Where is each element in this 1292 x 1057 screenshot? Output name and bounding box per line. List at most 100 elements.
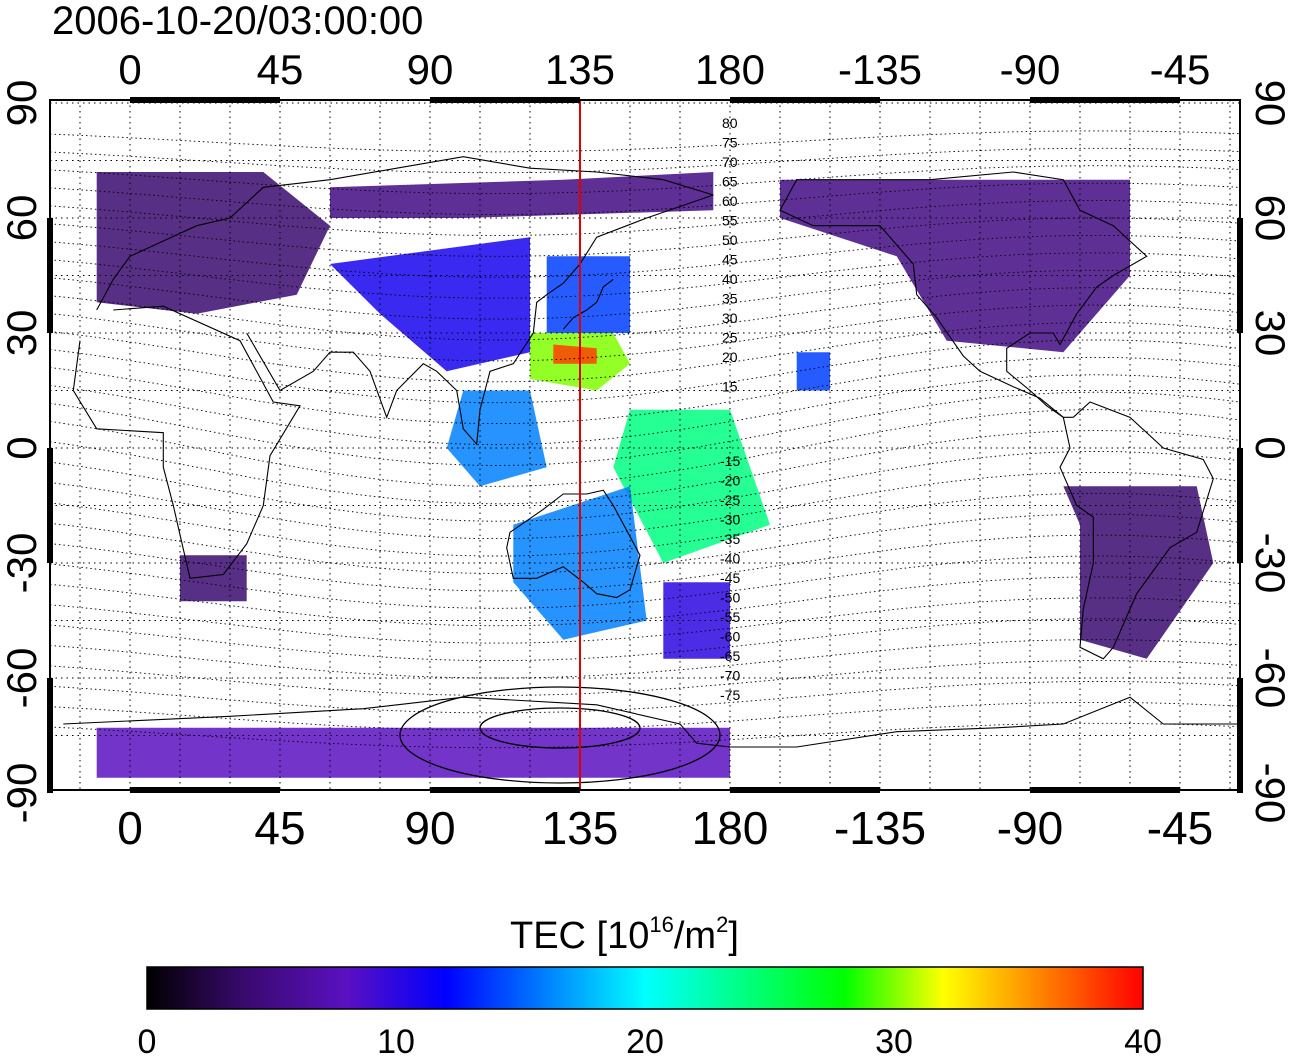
left-latitude-tick-label: -60 [0,648,45,709]
coastline [1059,401,1214,660]
magnetic-latitude-label: 20 [722,349,738,365]
graticule [50,100,1240,790]
colorbar-label: TEC [1016/m2] [510,912,739,957]
coastline [72,305,301,579]
tec-region-north-america [780,179,1130,353]
coastline [779,171,1148,418]
magnetic-latitude-label: 35 [722,291,738,307]
right-latitude-tick-label: 30 [1247,310,1292,357]
magnetic-contour [50,701,1240,731]
magnetic-latitude-label: -45 [720,570,740,586]
colorbar: TEC [1016/m2] 0 10 20 30 40 [138,912,1162,1057]
tec-region-se-asia [446,390,547,487]
bottom-longitude-tick-label: 90 [404,802,455,854]
magnetic-latitude-label: 75 [722,135,738,151]
magnetic-latitude-label: -65 [720,648,740,664]
left-latitude-tick-label: 30 [0,310,45,357]
colorbar-gradient [146,966,1144,1010]
magnetic-contour [50,660,1240,696]
colorbar-tick-label: 0 [138,1023,157,1057]
frame-tick-segment [730,787,880,793]
magnetic-latitude-label: 70 [722,154,738,170]
bottom-longitude-tick-label: 180 [692,802,769,854]
top-longitude-tick-label: 0 [118,46,141,93]
left-latitude-tick-label: -30 [0,533,45,594]
auroral-contour [399,686,721,784]
right-latitude-axis: 90 60 30 0 -30 -60 -90 [1247,80,1292,824]
magnetic-contour [50,182,1240,215]
top-longitude-tick-label: -135 [838,46,922,93]
tec-region-japan-east [546,256,630,333]
magnetic-latitude-label: -35 [720,531,740,547]
left-latitude-tick-label: 90 [0,80,45,127]
bottom-longitude-tick-label: 45 [254,802,305,854]
magnetic-latitude-label: -40 [720,551,740,567]
frame-tick-segment [1237,218,1243,333]
colorbar-tick-label: 30 [875,1023,913,1057]
magnetic-latitude-label: -70 [720,668,740,684]
coastline [96,156,714,311]
bottom-longitude-tick-label: -45 [1147,802,1213,854]
frame-tick-segment [430,787,580,793]
top-longitude-tick-label: -45 [1150,46,1211,93]
colorbar-tick-label: 40 [1124,1023,1162,1057]
magnetic-latitude-label: 50 [722,232,738,248]
magnetic-contour [50,130,1240,153]
top-longitude-tick-label: -90 [1000,46,1061,93]
right-latitude-tick-label: 90 [1247,80,1292,127]
auroral-contour [479,707,641,749]
magnetic-contour [50,234,1240,278]
tec-region-siberia [330,172,714,218]
colorbar-ticks: 0 10 20 30 40 [138,1023,1162,1057]
tec-region-anomaly-core [553,344,597,364]
frame-tick-segment [1030,787,1180,793]
magnetic-latitude-label: -25 [720,492,740,508]
frame-tick-segment [430,97,580,103]
map-frame-ticks [47,97,1243,793]
magnetic-contour [50,322,1240,383]
frame-tick-segment [1237,448,1243,563]
magnetic-latitude-label: 65 [722,174,738,190]
top-longitude-tick-label: 90 [407,46,454,93]
magnetic-contour [50,513,1240,574]
right-latitude-tick-label: -30 [1247,533,1292,594]
magnetic-latitude-labels: 80 75 70 65 60 55 50 45 40 35 30 25 20 15 -15 -20 -25 -30… [720,115,740,703]
figure-title: 2006-10-20/03:00:00 [52,0,423,43]
magnetic-latitude-label: -20 [720,473,740,489]
frame-tick-segment [1030,97,1180,103]
frame-tick-segment [47,448,53,563]
magnetic-latitude-label: -15 [720,453,740,469]
tec-region-antarctic-ring [96,727,730,778]
magnetic-latitude-label: -50 [720,590,740,606]
magnetic-contour [50,597,1240,644]
frame-tick-segment [130,97,280,103]
magnetic-contour [50,217,1240,257]
magnetic-contour [50,374,1240,445]
magnetic-latitude-label: 45 [722,252,738,268]
top-longitude-tick-label: 180 [695,46,765,93]
frame-tick-segment [730,97,880,103]
magnetic-contour [50,639,1240,679]
magnetic-contour [50,722,1240,749]
magnetic-latitude-contours [50,130,1240,784]
magnetic-contour [50,252,1240,299]
frame-tick-segment [130,787,280,793]
bottom-longitude-axis: 0 45 90 135 180 -135 -90 -45 [117,802,1213,854]
map-frame [49,99,1241,791]
tec-region-hawaii [796,352,830,391]
magnetic-contour [50,471,1240,540]
coastlines [63,156,1240,748]
magnetic-contour [50,165,1240,195]
magnetic-contour [50,492,1240,557]
top-longitude-axis: 0 45 90 135 180 -135 -90 -45 [118,46,1210,93]
magnetic-latitude-label: -55 [720,609,740,625]
bottom-longitude-tick-label: -90 [997,802,1063,854]
magnetic-contour [50,339,1240,404]
bottom-longitude-tick-label: 135 [542,802,619,854]
tec-region-south-america [1063,486,1214,659]
magnetic-contour [50,451,1240,522]
frame-tick-segment [47,218,53,333]
bottom-longitude-tick-label: 0 [117,802,143,854]
magnetic-contour [50,200,1240,236]
